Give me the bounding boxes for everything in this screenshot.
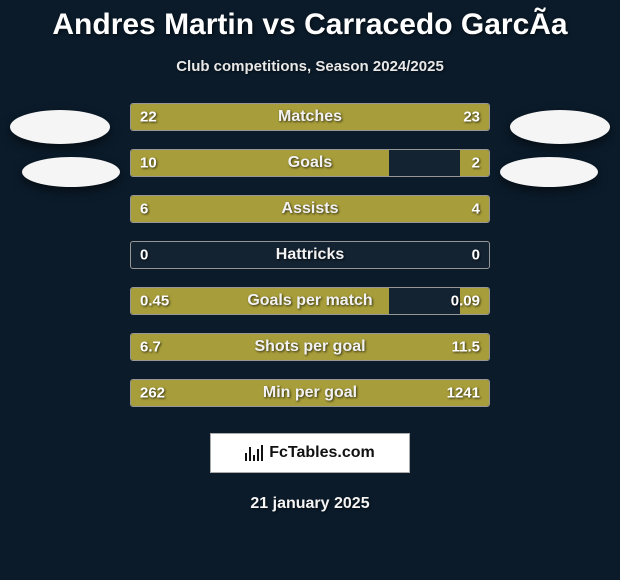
stat-row: 10 2 Goals (130, 149, 490, 177)
player2-club-avatar (510, 110, 610, 144)
logo-bar (245, 453, 247, 461)
stat-label: Goals (288, 154, 332, 172)
stat-value-right: 1241 (447, 385, 480, 402)
stat-row: 262 1241 Min per goal (130, 379, 490, 407)
date-text: 21 january 2025 (250, 495, 369, 513)
stat-row: 0 0 Hattricks (130, 241, 490, 269)
stat-value-right: 0.09 (451, 293, 480, 310)
chart-area: 2223Matches102Goals64Assists00Hattricks0… (0, 103, 620, 407)
comparison-card: Andres Martin vs Carracedo GarcÃ­a Club … (0, 0, 620, 580)
stat-value-right: 23 (463, 109, 480, 126)
stat-row: 0.45 0.09 Goals per match (130, 287, 490, 315)
logo-bar (257, 449, 259, 461)
page-title: Andres Martin vs Carracedo GarcÃ­a (52, 8, 567, 42)
logo-text: FcTables.com (269, 444, 375, 462)
stat-row: 22 23 Matches (130, 103, 490, 131)
stat-label: Hattricks (276, 246, 344, 264)
stat-label: Goals per match (247, 292, 372, 310)
stat-value-left: 262 (140, 385, 165, 402)
stat-value-right: 4 (472, 201, 480, 218)
player1-nat-avatar (22, 157, 120, 187)
stat-label: Matches (278, 108, 342, 126)
vs-text: vs (262, 8, 295, 41)
stat-value-left: 0 (140, 247, 148, 264)
fctables-logo: FcTables.com (210, 433, 410, 473)
stat-label: Assists (282, 200, 339, 218)
stat-value-left: 22 (140, 109, 157, 126)
stat-value-left: 6 (140, 201, 148, 218)
logo-bar (261, 445, 263, 461)
stat-rows: 2223Matches102Goals64Assists00Hattricks0… (130, 103, 490, 407)
player1-name: Andres Martin (52, 8, 254, 41)
logo-bar (249, 447, 251, 461)
stat-row: 6.7 11.5 Shots per goal (130, 333, 490, 361)
logo-bar (253, 455, 255, 461)
player2-name: Carracedo GarcÃ­a (304, 8, 567, 41)
stat-fill-left (131, 150, 389, 176)
stat-label: Min per goal (263, 384, 357, 402)
stat-value-right: 2 (472, 155, 480, 172)
stat-row: 6 4 Assists (130, 195, 490, 223)
stat-value-right: 11.5 (452, 339, 480, 356)
stat-label: Shots per goal (254, 338, 365, 356)
player1-club-avatar (10, 110, 110, 144)
stat-fill-right (339, 196, 489, 222)
stat-value-left: 6.7 (140, 339, 161, 356)
stat-value-left: 10 (140, 155, 157, 172)
player2-nat-avatar (500, 157, 598, 187)
stat-value-left: 0.45 (140, 293, 169, 310)
stat-value-right: 0 (472, 247, 480, 264)
subtitle: Club competitions, Season 2024/2025 (176, 58, 444, 75)
logo-bars-icon (245, 445, 263, 461)
